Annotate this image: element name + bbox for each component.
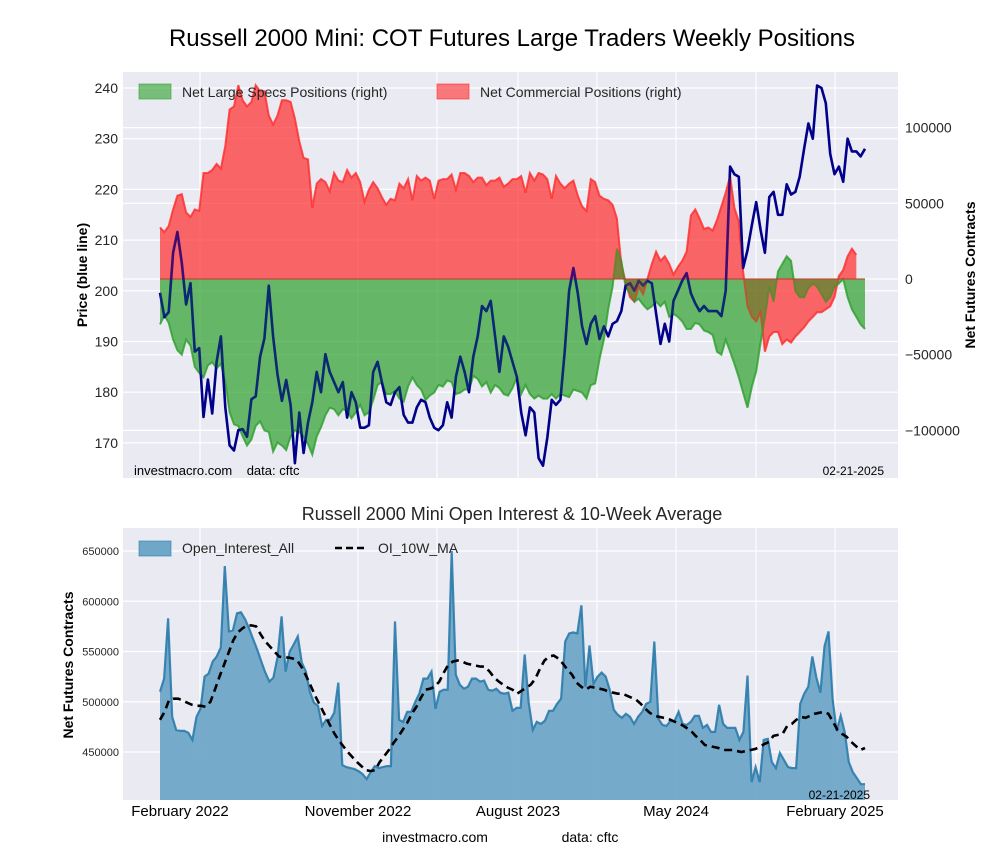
specs-line	[159, 248, 866, 458]
left-tick-label: 190	[95, 334, 119, 350]
left-tick-label: 210	[95, 232, 119, 248]
lower-axis-label: Net Futures Contracts	[60, 591, 76, 738]
upper-legend: Net Large Specs Positions (right) Net Co…	[138, 83, 682, 100]
legend-label-specs: Net Large Specs Positions (right)	[182, 84, 387, 100]
upper-right-axis-label: Net Futures Contracts	[962, 201, 978, 348]
lower-tick-label: 450000	[82, 747, 119, 759]
commercial-area	[160, 85, 857, 352]
lower-tick-label: 550000	[82, 647, 119, 659]
left-tick-label: 220	[95, 181, 119, 197]
legend-label-commercial: Net Commercial Positions (right)	[480, 84, 682, 100]
legend-label-ma: OI_10W_MA	[378, 540, 459, 556]
commercial-area-overlay	[160, 85, 857, 352]
right-tick-label: 0	[905, 271, 913, 287]
right-tick-label: −100000	[905, 422, 960, 438]
right-tick-label: −50000	[905, 347, 952, 363]
lower-tick-label: 600000	[82, 596, 119, 608]
legend-swatch-specs	[138, 83, 172, 100]
x-tick-label: August 2023	[476, 803, 560, 820]
ma-line	[158, 624, 866, 773]
upper-left-axis-label: Price (blue line)	[74, 223, 90, 327]
left-tick-label: 240	[95, 80, 119, 96]
upper-date-label: 02-21-2025	[823, 464, 885, 478]
specs-area	[160, 248, 865, 455]
price-line	[158, 84, 867, 467]
x-tick-label: November 2022	[305, 803, 412, 820]
footer-source: data: cftc	[562, 829, 619, 845]
lower-date-label: 02-21-2025	[809, 788, 871, 802]
upper-areas	[158, 82, 867, 467]
specs-area-overlay	[160, 248, 865, 455]
footer-site: investmacro.com	[382, 829, 488, 845]
legend-swatch-commercial	[436, 83, 470, 100]
figure-title: Russell 2000 Mini: COT Futures Large Tra…	[169, 25, 855, 52]
cot-positions-chart: 170 180 190 200 210 220 230 240 −100000 −50000 0 5…	[74, 72, 978, 478]
x-tick-label: February 2022	[131, 803, 229, 820]
open-interest-chart: Russell 2000 Mini Open Interest & 10-Wee…	[60, 504, 898, 845]
lower-y-ticks: 450000 500000 550000 600000 650000	[82, 546, 119, 759]
lower-chart-title: Russell 2000 Mini Open Interest & 10-Wee…	[302, 504, 723, 524]
upper-watermark: investmacro.com data: cftc	[134, 463, 300, 478]
legend-label-oi: Open_Interest_All	[182, 540, 294, 556]
lower-areas	[158, 550, 866, 800]
lower-legend: Open_Interest_All OI_10W_MA	[138, 540, 459, 557]
upper-left-ticks: 170 180 190 200 210 220 230 240	[95, 80, 119, 451]
right-tick-label: 100000	[905, 120, 952, 136]
lower-x-ticks: February 2022 November 2022 August 2023 May…	[131, 803, 884, 820]
oi-line	[158, 550, 865, 786]
upper-right-ticks: −100000 −50000 0 50000 100000	[905, 120, 960, 439]
right-tick-label: 50000	[905, 195, 944, 211]
left-tick-label: 230	[95, 131, 119, 147]
legend-swatch-oi	[138, 540, 172, 557]
left-tick-label: 170	[95, 435, 119, 451]
lower-tick-label: 650000	[82, 546, 119, 558]
left-tick-label: 180	[95, 384, 119, 400]
left-tick-label: 200	[95, 283, 119, 299]
lower-tick-label: 500000	[82, 697, 119, 709]
x-tick-label: May 2024	[643, 803, 709, 820]
x-tick-label: February 2025	[786, 803, 884, 820]
commercial-line	[159, 82, 858, 352]
